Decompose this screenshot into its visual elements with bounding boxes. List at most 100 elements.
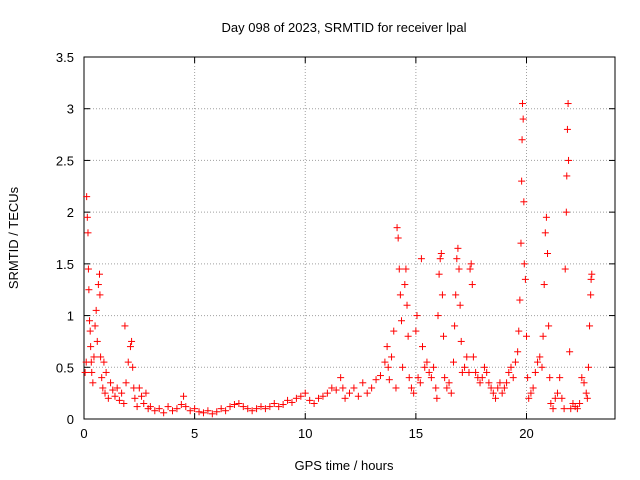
data-point bbox=[346, 389, 353, 397]
data-point bbox=[556, 374, 564, 382]
data-point bbox=[466, 265, 474, 273]
data-point bbox=[492, 394, 500, 402]
data-point bbox=[122, 379, 130, 387]
data-point bbox=[515, 327, 523, 335]
data-point bbox=[86, 317, 94, 325]
data-point bbox=[445, 379, 453, 387]
data-point bbox=[458, 368, 466, 376]
data-point bbox=[514, 348, 522, 356]
x-tick-label: 10 bbox=[298, 426, 312, 441]
data-point bbox=[350, 384, 358, 392]
data-point bbox=[239, 403, 247, 411]
data-point bbox=[500, 384, 508, 392]
data-point bbox=[586, 322, 594, 330]
data-point bbox=[392, 384, 400, 392]
data-point bbox=[402, 265, 410, 273]
data-point bbox=[89, 379, 97, 387]
data-point bbox=[447, 389, 455, 397]
data-point bbox=[111, 392, 119, 400]
data-point bbox=[541, 229, 549, 237]
data-point bbox=[91, 322, 99, 330]
data-point bbox=[195, 408, 203, 416]
data-point bbox=[421, 363, 429, 371]
data-point bbox=[509, 374, 517, 382]
data-point bbox=[467, 260, 475, 268]
data-point bbox=[323, 389, 331, 397]
data-point bbox=[521, 275, 529, 283]
data-point bbox=[180, 392, 188, 400]
data-point bbox=[90, 353, 98, 361]
data-point bbox=[576, 399, 584, 407]
data-point bbox=[160, 409, 168, 417]
data-point bbox=[547, 399, 555, 407]
data-point bbox=[261, 405, 269, 413]
data-point bbox=[102, 368, 110, 376]
data-point bbox=[306, 396, 314, 404]
y-axis-label: SRMTID / TECUs bbox=[6, 186, 21, 289]
data-point bbox=[563, 172, 571, 180]
data-point bbox=[423, 358, 431, 366]
data-point bbox=[461, 363, 469, 371]
data-point bbox=[520, 260, 528, 268]
data-points bbox=[81, 100, 596, 418]
data-point bbox=[480, 363, 488, 371]
data-point bbox=[588, 270, 596, 278]
data-point bbox=[529, 384, 537, 392]
data-point bbox=[540, 281, 548, 289]
data-point bbox=[384, 363, 392, 371]
data-point bbox=[454, 244, 462, 252]
data-point bbox=[435, 270, 443, 278]
data-point bbox=[476, 379, 484, 387]
y-tick-label: 1 bbox=[67, 309, 74, 324]
data-point bbox=[93, 337, 101, 345]
data-point bbox=[417, 255, 425, 263]
data-point bbox=[549, 405, 557, 413]
data-point bbox=[140, 399, 148, 407]
data-point bbox=[155, 405, 163, 413]
data-point bbox=[397, 317, 405, 325]
data-point bbox=[88, 368, 96, 376]
data-point bbox=[98, 374, 106, 382]
x-tick-label: 5 bbox=[191, 426, 198, 441]
data-point bbox=[146, 403, 154, 411]
data-point bbox=[531, 368, 539, 376]
data-point bbox=[222, 407, 230, 415]
data-point bbox=[217, 405, 225, 413]
data-point bbox=[94, 281, 102, 289]
data-point bbox=[109, 386, 117, 394]
data-point bbox=[151, 407, 159, 415]
data-point bbox=[121, 322, 129, 330]
data-point bbox=[587, 275, 595, 283]
data-point bbox=[279, 401, 287, 409]
data-point bbox=[573, 405, 581, 413]
data-point bbox=[457, 337, 465, 345]
data-point bbox=[487, 384, 495, 392]
data-point bbox=[87, 358, 95, 366]
data-point bbox=[507, 363, 515, 371]
data-point bbox=[580, 379, 588, 387]
axis-ticks: 0 5 10 15 20 0 0.5 1 1.5 2 2.5 3 3.5 bbox=[56, 50, 615, 441]
data-point bbox=[284, 396, 292, 404]
data-point bbox=[104, 394, 112, 402]
data-point bbox=[516, 296, 524, 304]
data-point bbox=[544, 250, 552, 258]
data-point bbox=[463, 353, 471, 361]
data-point bbox=[432, 384, 440, 392]
data-point bbox=[564, 100, 572, 108]
data-point bbox=[565, 156, 573, 164]
data-point bbox=[381, 358, 389, 366]
data-point bbox=[315, 394, 323, 402]
data-point bbox=[96, 291, 104, 299]
data-point bbox=[419, 343, 427, 351]
data-point bbox=[99, 384, 107, 392]
data-point bbox=[496, 379, 504, 387]
data-point bbox=[169, 407, 176, 415]
data-point bbox=[433, 394, 441, 402]
data-point bbox=[288, 398, 296, 406]
data-point bbox=[84, 265, 92, 273]
data-point bbox=[527, 389, 535, 397]
data-point bbox=[404, 332, 412, 340]
y-tick-label: 3.5 bbox=[56, 50, 74, 65]
data-point bbox=[567, 405, 575, 413]
